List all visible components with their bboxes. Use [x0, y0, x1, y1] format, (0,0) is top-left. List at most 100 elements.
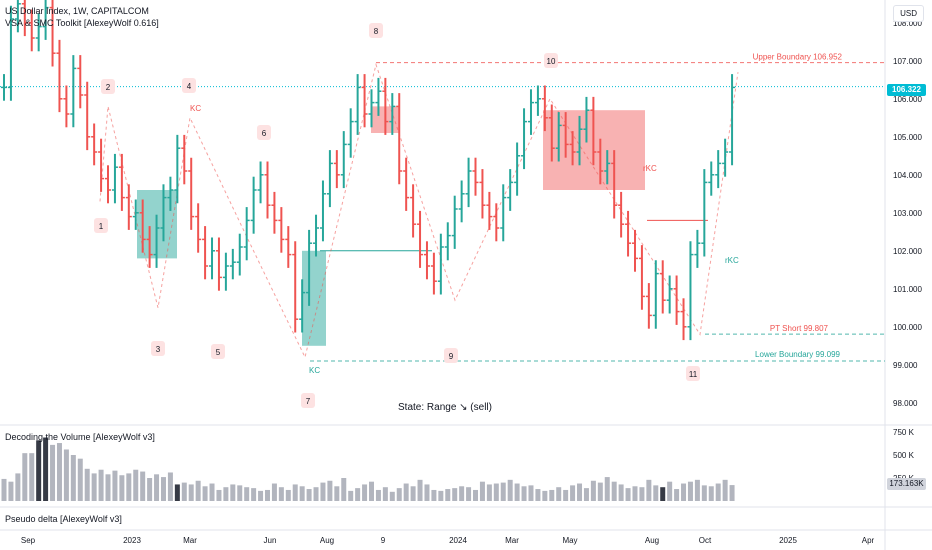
kc-label: KC [309, 366, 320, 375]
volume-bar [729, 485, 735, 501]
swing-badge [101, 79, 115, 94]
x-tick-label: Oct [699, 536, 712, 545]
volume-bar [362, 484, 368, 501]
volume-bar [521, 486, 527, 501]
y-tick-label: 107.000 [893, 57, 922, 66]
volume-bar [29, 453, 35, 501]
volume-bar [681, 483, 687, 501]
x-tick-label: Aug [645, 536, 659, 545]
volume-bar [202, 486, 208, 501]
volume-bar [563, 489, 569, 501]
volume-bar [292, 484, 298, 501]
volume-bar [327, 480, 333, 501]
x-tick-label: Aug [320, 536, 334, 545]
volume-bar [445, 489, 451, 501]
chart-title: US Dollar Index, 1W, CAPITALCOM [5, 6, 149, 16]
volume-bar [500, 482, 506, 501]
volume-bar [251, 488, 257, 501]
volume-bar [722, 479, 728, 501]
swing-badge [301, 393, 315, 408]
volume-pane-title: Decoding the Volume [AlexeyWolf v3] [5, 432, 155, 442]
volume-bar [382, 487, 388, 501]
volume-bar [174, 484, 180, 501]
volume-bar [660, 487, 666, 501]
volume-bar [63, 449, 69, 501]
volume-bar [8, 481, 14, 501]
swing-number: 10 [547, 57, 556, 66]
y-tick-label: 102.000 [893, 247, 922, 256]
volume-bar [479, 481, 485, 501]
x-tick-label: 2023 [123, 536, 141, 545]
y-tick-label: 104.000 [893, 171, 922, 180]
volume-bars [1, 437, 735, 501]
y-tick-label: 106.000 [893, 95, 922, 104]
volume-bar [195, 480, 201, 501]
volume-bar [375, 489, 381, 501]
volume-bar [285, 489, 291, 501]
annotations: 1 2 3 4 5 6 7 8 9 10 11 Upper Boundary 106.952 Lower… [94, 23, 843, 408]
volume-bar [348, 490, 354, 501]
x-tick-label: 2024 [449, 536, 467, 545]
volume-bar [403, 483, 409, 501]
volume-bar [271, 483, 277, 501]
x-tick-label: May [562, 536, 577, 545]
axes: 108.000 107.000 106.000 105.000 104.000 103.0… [21, 19, 923, 545]
volume-bar [188, 484, 194, 501]
volume-bar [417, 479, 423, 501]
volume-bar [313, 487, 319, 501]
upper-boundary-label: Upper Boundary 106.952 [753, 53, 843, 62]
swing-number: 2 [106, 83, 111, 92]
volume-bar [632, 486, 638, 501]
volume-bar [181, 482, 187, 501]
volume-bar [535, 489, 541, 501]
x-tick-label: 2025 [779, 536, 797, 545]
volume-bar [410, 486, 416, 501]
currency-button[interactable]: USD [893, 5, 924, 22]
volume-bar [133, 469, 139, 501]
swing-badge [444, 348, 458, 363]
swing-number: 11 [689, 370, 698, 379]
volume-bar [98, 469, 104, 501]
volume-bar [22, 453, 28, 501]
volume-bar [264, 489, 270, 501]
swing-badge [182, 78, 196, 93]
last-price-tag: 106.322 [887, 84, 926, 96]
volume-bar [493, 483, 499, 501]
x-tick-label: Sep [21, 536, 36, 545]
swing-number: 1 [99, 222, 104, 231]
swing-badge [369, 23, 383, 38]
volume-bar [431, 489, 437, 501]
volume-bar [486, 484, 492, 501]
y-tick-label: 98.000 [893, 399, 918, 408]
rkc-label: rKC [643, 164, 657, 173]
volume-bar [396, 488, 402, 501]
volume-bar [570, 485, 576, 501]
volume-bar [625, 488, 631, 501]
volume-bar [237, 485, 243, 501]
volume-bar [320, 482, 326, 501]
x-tick-label: Jun [264, 536, 277, 545]
volume-bar [112, 470, 118, 501]
volume-bar [77, 458, 83, 501]
volume-bar [438, 490, 444, 501]
x-tick-label: 9 [381, 536, 386, 545]
volume-bar [43, 437, 49, 501]
volume-bar [154, 474, 160, 501]
y-tick-label: 101.000 [893, 285, 922, 294]
volume-bar [91, 473, 97, 501]
volume-bar [334, 486, 340, 501]
volume-bar [126, 473, 132, 501]
rkc-label: rKC [725, 256, 739, 265]
volume-bar [694, 479, 700, 501]
volume-bar [473, 489, 479, 501]
volume-bar [216, 489, 222, 501]
volume-bar [667, 481, 673, 501]
volume-bar [209, 483, 215, 501]
volume-bar [604, 477, 610, 501]
volume-bar [160, 477, 166, 501]
volume-bar [36, 440, 42, 501]
volume-bar [639, 487, 645, 501]
volume-bar [299, 486, 305, 501]
swing-badge [211, 344, 225, 359]
